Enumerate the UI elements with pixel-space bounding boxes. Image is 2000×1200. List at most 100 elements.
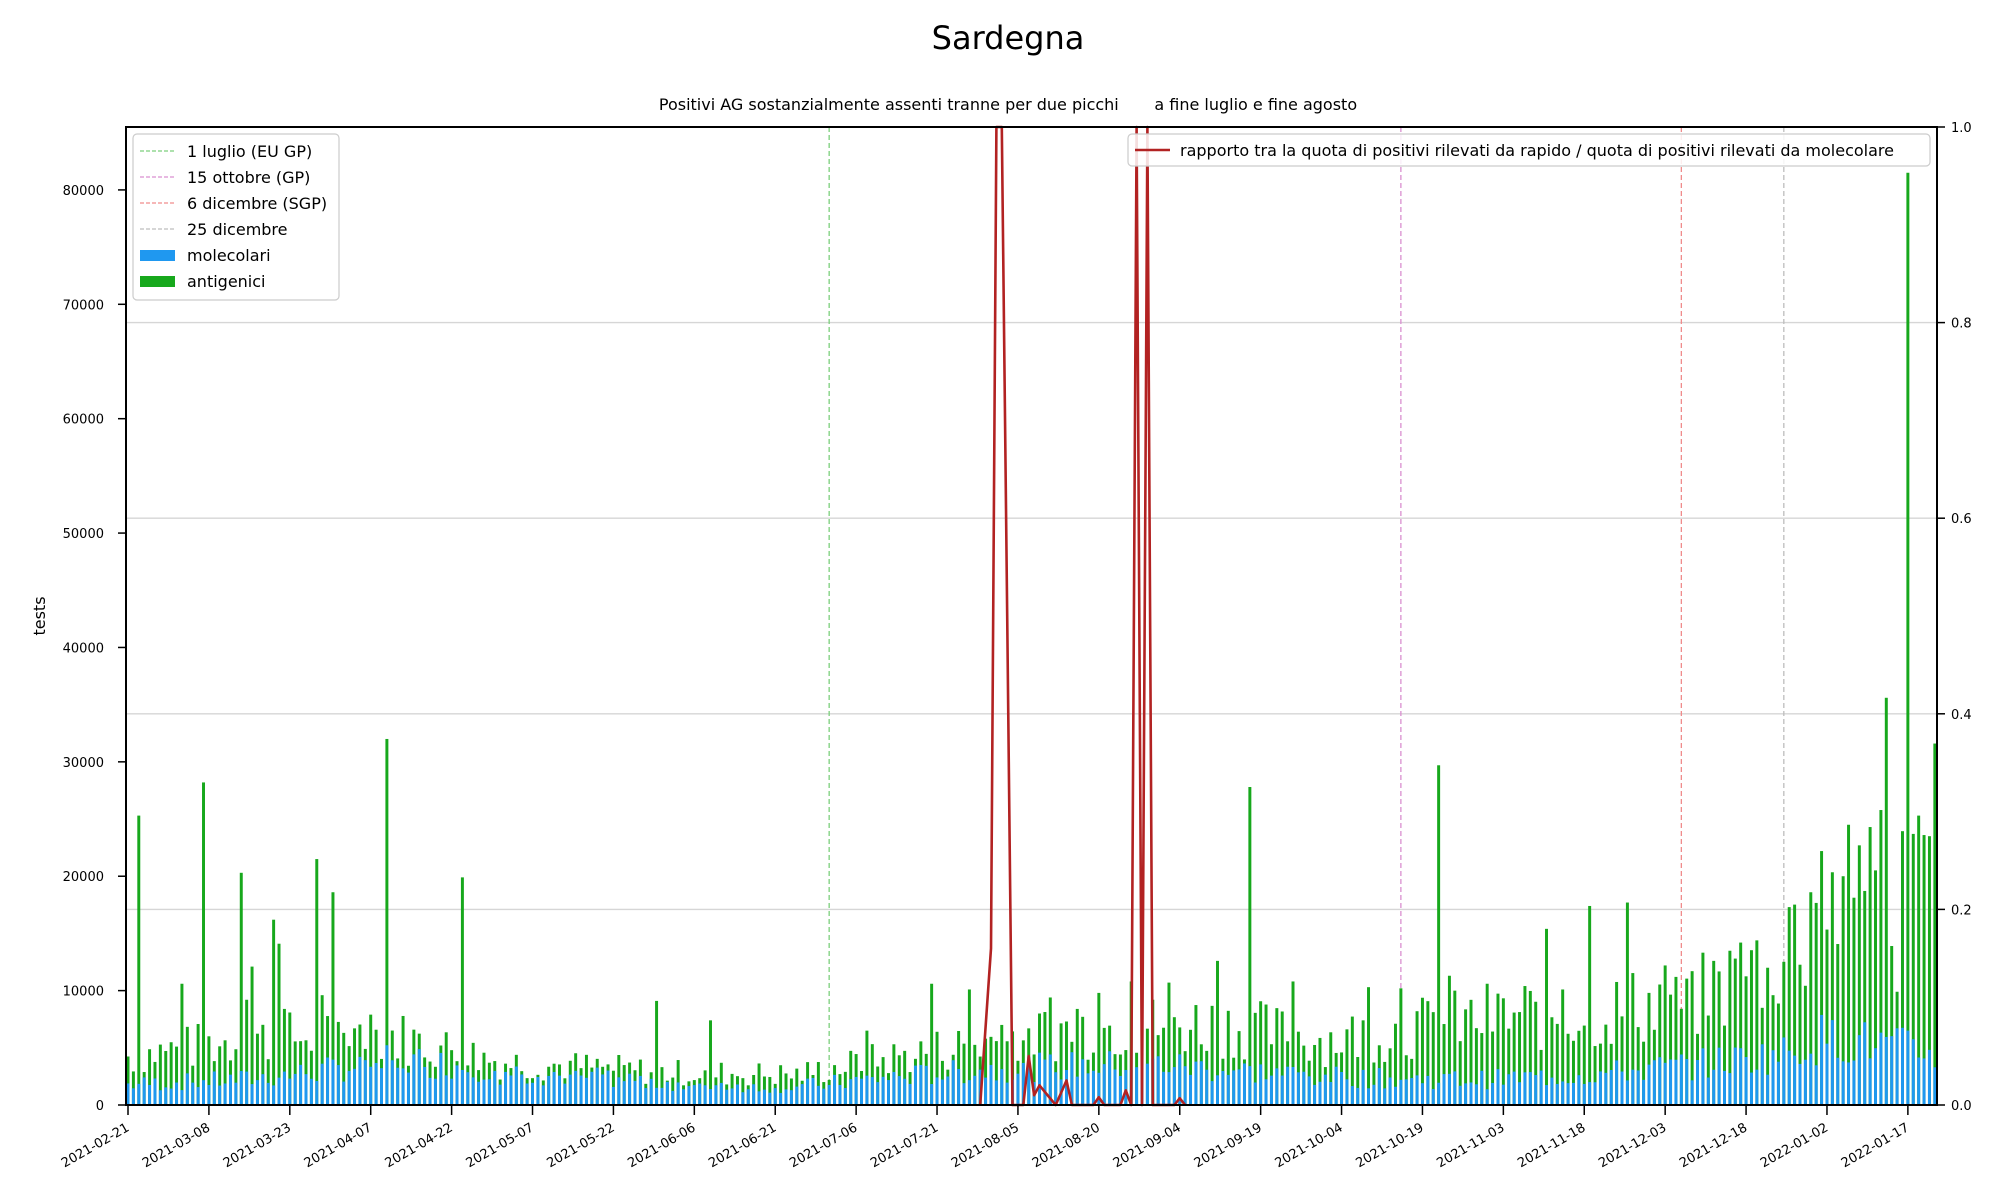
bar-molecolari [126, 1083, 130, 1105]
bar-molecolari [881, 1076, 885, 1105]
y-tick-label: 70000 [63, 298, 104, 313]
bar-antigenici [1701, 952, 1705, 1105]
bar-antigenici [1367, 987, 1371, 1105]
bar-antigenici [1776, 1003, 1780, 1105]
bar-molecolari [1830, 1020, 1834, 1105]
legend-label-25-dicembre: 25 dicembre [187, 220, 288, 239]
bar-antigenici [1420, 997, 1424, 1105]
bar-antigenici [1706, 1015, 1710, 1105]
bar-antigenici [1814, 902, 1818, 1105]
bar-molecolari [957, 1068, 961, 1105]
bar-molecolari [1868, 1058, 1872, 1105]
bar-molecolari [1458, 1085, 1462, 1105]
bar-molecolari [1534, 1075, 1538, 1105]
bar-molecolari [1545, 1085, 1548, 1105]
y2-tick-label: 0.4 [1951, 708, 1972, 723]
bar-antigenici [164, 1050, 168, 1105]
bar-antigenici [1172, 1017, 1176, 1105]
bar-antigenici [1507, 1028, 1511, 1105]
bar-molecolari [525, 1083, 529, 1105]
bar-molecolari [1809, 1053, 1813, 1105]
bar-antigenici [320, 995, 324, 1105]
bar-molecolari [865, 1075, 869, 1105]
bar-molecolari [1566, 1083, 1570, 1105]
bar-molecolari [1652, 1060, 1656, 1105]
bar-molecolari [428, 1077, 432, 1105]
y-tick-label: 10000 [63, 985, 104, 1000]
bar-molecolari [180, 1090, 184, 1105]
bar-molecolari [1183, 1066, 1187, 1105]
bar-molecolari [164, 1087, 168, 1105]
bar-molecolari [1205, 1069, 1209, 1105]
bar-antigenici [185, 1026, 189, 1105]
bar-molecolari [1097, 1072, 1101, 1105]
bar-antigenici [1216, 960, 1219, 1105]
y-tick-label: 20000 [63, 870, 104, 885]
bar-molecolari [709, 1089, 712, 1105]
bar-molecolari [795, 1086, 799, 1105]
bar-antigenici [870, 1044, 874, 1105]
bar-molecolari [1814, 1065, 1818, 1105]
bar-molecolari [1221, 1071, 1225, 1105]
bar-antigenici [1787, 907, 1791, 1105]
bar-molecolari [671, 1090, 675, 1105]
bar-molecolari [309, 1078, 313, 1105]
bar-molecolari [611, 1086, 615, 1105]
bar-molecolari [752, 1084, 756, 1105]
bar-molecolari [245, 1071, 249, 1105]
bar-molecolari [1081, 1059, 1085, 1105]
bar-antigenici [1356, 1057, 1360, 1105]
legend-right-box [1127, 133, 1931, 167]
bar-antigenici [1064, 1021, 1068, 1105]
bar-molecolari [741, 1092, 745, 1105]
bar-antigenici [158, 1044, 162, 1105]
reference-vlines [828, 127, 1785, 1105]
bar-antigenici [1350, 1016, 1354, 1105]
bar-molecolari [1226, 1074, 1230, 1105]
bar-molecolari [504, 1071, 508, 1105]
bar-molecolari [935, 1077, 939, 1105]
bar-antigenici [272, 919, 276, 1105]
bar-antigenici [1841, 876, 1845, 1105]
bar-molecolari [692, 1085, 696, 1105]
y2-tick-label: 0.2 [1951, 903, 1972, 918]
bar-molecolari [601, 1074, 605, 1105]
bar-molecolari [1911, 1039, 1915, 1105]
legend-label-molecolari: molecolari [187, 246, 271, 265]
bar-antigenici [1059, 1023, 1063, 1105]
bar-molecolari [1561, 1081, 1565, 1105]
bar-antigenici [1874, 870, 1877, 1105]
bar-molecolari [531, 1082, 535, 1105]
bar-antigenici [1075, 1008, 1079, 1105]
bar-molecolari [493, 1070, 497, 1105]
bar-antigenici [1642, 1041, 1646, 1105]
bar-molecolari [1162, 1071, 1166, 1105]
bar-molecolari [1388, 1077, 1392, 1105]
bar-antigenici [1900, 831, 1904, 1105]
bar-antigenici [1210, 1005, 1214, 1105]
bar-molecolari [390, 1060, 394, 1105]
bar-molecolari [1485, 1089, 1489, 1105]
bar-molecolari [638, 1075, 642, 1105]
bar-molecolari [131, 1088, 135, 1105]
bar-antigenici [250, 966, 254, 1105]
bar-molecolari [930, 1084, 934, 1105]
bar-molecolari [1437, 1082, 1441, 1105]
bar-molecolari [1739, 1048, 1743, 1105]
bar-molecolari [1733, 1047, 1737, 1105]
bar-molecolari [1852, 1060, 1856, 1105]
bar-molecolari [1712, 1069, 1716, 1105]
y2-tick-label: 0.0 [1951, 1099, 1972, 1114]
bar-molecolari [617, 1077, 621, 1105]
bar-molecolari [1027, 1056, 1031, 1105]
bar-antigenici [1717, 971, 1721, 1105]
bar-molecolari [1199, 1061, 1203, 1105]
bar-molecolari [1442, 1074, 1446, 1105]
bar-antigenici [218, 1046, 222, 1105]
bar-antigenici [1728, 950, 1732, 1105]
bar-molecolari [1884, 1036, 1888, 1105]
bar-molecolari [1776, 1061, 1780, 1105]
bar-antigenici [1361, 1020, 1365, 1105]
bar-antigenici [1264, 1004, 1268, 1105]
bar-molecolari [719, 1082, 723, 1105]
